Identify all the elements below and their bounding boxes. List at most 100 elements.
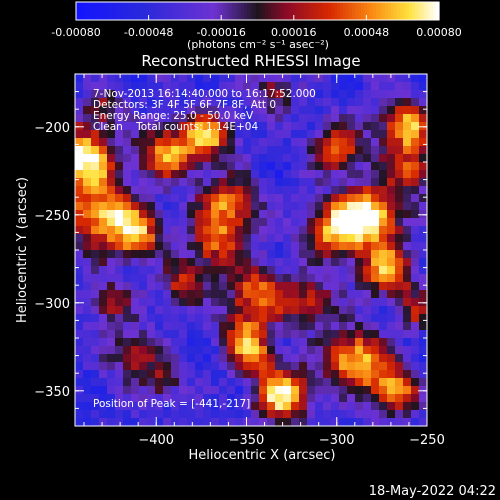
heatmap-cell xyxy=(75,186,84,195)
heatmap-cell xyxy=(283,322,292,331)
heatmap-cell xyxy=(411,170,420,179)
heatmap-cell xyxy=(155,130,164,139)
heatmap-cell xyxy=(195,202,204,211)
heatmap-cell xyxy=(187,242,196,251)
heatmap-cell xyxy=(155,226,164,235)
heatmap-cell xyxy=(283,250,292,259)
heatmap-cell xyxy=(235,130,244,139)
colorbar-cell xyxy=(220,2,224,20)
annotation-block: 7-Nov-2013 16:14:40.000 to 16:17:52.000 … xyxy=(93,88,316,410)
heatmap-cell xyxy=(267,186,276,195)
heatmap-cell xyxy=(139,338,148,347)
heatmap-cell xyxy=(331,330,340,339)
heatmap-cell xyxy=(123,226,132,235)
heatmap-cell xyxy=(331,266,340,275)
heatmap-cell xyxy=(203,402,212,411)
heatmap-cell xyxy=(403,354,412,363)
heatmap-cell xyxy=(107,410,116,419)
heatmap-cell xyxy=(315,298,324,307)
heatmap-cell xyxy=(115,314,124,323)
heatmap-cell xyxy=(299,74,308,83)
heatmap-cell xyxy=(275,274,284,283)
heatmap-cell xyxy=(139,234,148,243)
heatmap-cell xyxy=(347,402,356,411)
heatmap-cell xyxy=(251,322,260,331)
heatmap-cell xyxy=(291,386,300,395)
heatmap-cell xyxy=(195,402,204,411)
heatmap-cell xyxy=(387,386,396,395)
heatmap-cell xyxy=(235,186,244,195)
heatmap-cell xyxy=(123,330,132,339)
heatmap-cell xyxy=(219,90,228,99)
heatmap-cell xyxy=(283,194,292,203)
heatmap-cell xyxy=(171,418,180,426)
heatmap-cell xyxy=(155,170,164,179)
heatmap-cell xyxy=(139,218,148,227)
heatmap-cell xyxy=(243,242,252,251)
heatmap-cell xyxy=(155,250,164,259)
heatmap-cell xyxy=(171,98,180,107)
heatmap-cell xyxy=(147,402,156,411)
heatmap-cell xyxy=(235,266,244,275)
heatmap-cell xyxy=(395,346,404,355)
heatmap-cell xyxy=(267,202,276,211)
heatmap-cell xyxy=(195,242,204,251)
heatmap-cell xyxy=(371,226,380,235)
heatmap-cell xyxy=(275,194,284,203)
heatmap-cell xyxy=(323,74,332,83)
heatmap-cell xyxy=(195,178,204,187)
heatmap-cell xyxy=(99,258,108,267)
heatmap-cell xyxy=(347,346,356,355)
heatmap-cell xyxy=(291,170,300,179)
heatmap-cell xyxy=(323,274,332,283)
heatmap-cell xyxy=(307,410,316,419)
heatmap-cell xyxy=(403,298,412,307)
colorbar-cell xyxy=(355,2,359,20)
heatmap-cell xyxy=(259,226,268,235)
heatmap-cell xyxy=(267,130,276,139)
colorbar-cell xyxy=(121,2,125,20)
heatmap-cell xyxy=(235,306,244,315)
heatmap-cell xyxy=(259,378,268,387)
heatmap-cell xyxy=(75,130,84,139)
heatmap-cell xyxy=(323,338,332,347)
heatmap-cell xyxy=(123,242,132,251)
heatmap-cell xyxy=(419,290,427,299)
heatmap-cell xyxy=(419,114,427,123)
heatmap-cell xyxy=(315,394,324,403)
heatmap-cell xyxy=(387,378,396,387)
heatmap-cell xyxy=(203,290,212,299)
heatmap-cell xyxy=(267,290,276,299)
colorbar-tick-label: -0.00048 xyxy=(124,26,173,39)
heatmap-cell xyxy=(259,162,268,171)
heatmap-cell xyxy=(403,410,412,419)
heatmap-cell xyxy=(123,290,132,299)
colorbar-cell xyxy=(151,2,155,20)
heatmap-cell xyxy=(203,370,212,379)
heatmap-cell xyxy=(339,346,348,355)
heatmap-cell xyxy=(227,162,236,171)
heatmap-cell xyxy=(75,330,84,339)
heatmap-cell xyxy=(419,282,427,291)
colorbar-cell xyxy=(358,2,362,20)
heatmap-cell xyxy=(195,306,204,315)
heatmap-cell xyxy=(275,322,284,331)
heatmap-cell xyxy=(251,266,260,275)
heatmap-cell xyxy=(403,394,412,403)
heatmap-cell xyxy=(275,170,284,179)
heatmap-cell xyxy=(235,338,244,347)
heatmap-cell xyxy=(315,346,324,355)
heatmap-cell xyxy=(123,130,132,139)
heatmap-cell xyxy=(267,234,276,243)
heatmap-cell xyxy=(331,298,340,307)
heatmap-cell xyxy=(275,346,284,355)
heatmap-cell xyxy=(115,210,124,219)
heatmap-cell xyxy=(267,346,276,355)
heatmap-cell xyxy=(283,186,292,195)
peak-position-text: Position of Peak = [-441,-217] xyxy=(93,398,250,410)
heatmap-cell xyxy=(395,266,404,275)
heatmap-cell xyxy=(283,346,292,355)
heatmap-cell xyxy=(131,402,140,411)
heatmap-cell xyxy=(179,370,188,379)
heatmap-cell xyxy=(275,306,284,315)
